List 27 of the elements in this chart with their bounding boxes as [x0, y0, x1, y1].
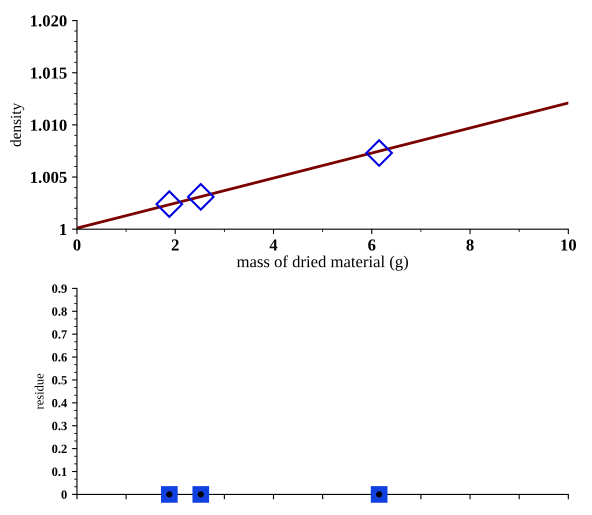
x-tick-label: 2: [172, 239, 179, 250]
y-tick-label: 1.015: [31, 67, 67, 79]
y-tick-label: 1.010: [31, 120, 67, 131]
y-tick-label: 0: [61, 490, 67, 499]
x-tick-label: 0: [73, 239, 80, 251]
y-tick-label: 0.3: [52, 422, 67, 430]
x-tick-label: 4: [270, 239, 278, 250]
x-tick-label: 8: [466, 239, 474, 251]
x-tick-label: 10: [561, 239, 576, 251]
point: [186, 183, 215, 211]
point: [365, 139, 393, 167]
point: [156, 190, 184, 218]
y-tick-label: 1: [60, 224, 66, 235]
y-tick-label: 1.005: [31, 172, 67, 184]
y-tick-label: 0.7: [52, 330, 67, 339]
y-tick-label: 0.6: [52, 353, 67, 362]
x-tick-label: 6: [368, 239, 376, 251]
y-axis-title: residue: [34, 374, 44, 410]
y-tick-label: 0.9: [52, 284, 67, 293]
x-axis-title: mass of dried material (g): [236, 255, 408, 271]
y-axis-title: density: [10, 102, 24, 146]
y-tick-label: 0.1: [52, 468, 67, 476]
y-tick-label: 1.020: [31, 15, 67, 27]
y-tick-label: 0.2: [52, 444, 67, 454]
y-tick-label: 0.8: [52, 307, 67, 316]
y-tick-label: 0.5: [52, 376, 67, 384]
y-tick-label: 0.4: [52, 398, 68, 408]
